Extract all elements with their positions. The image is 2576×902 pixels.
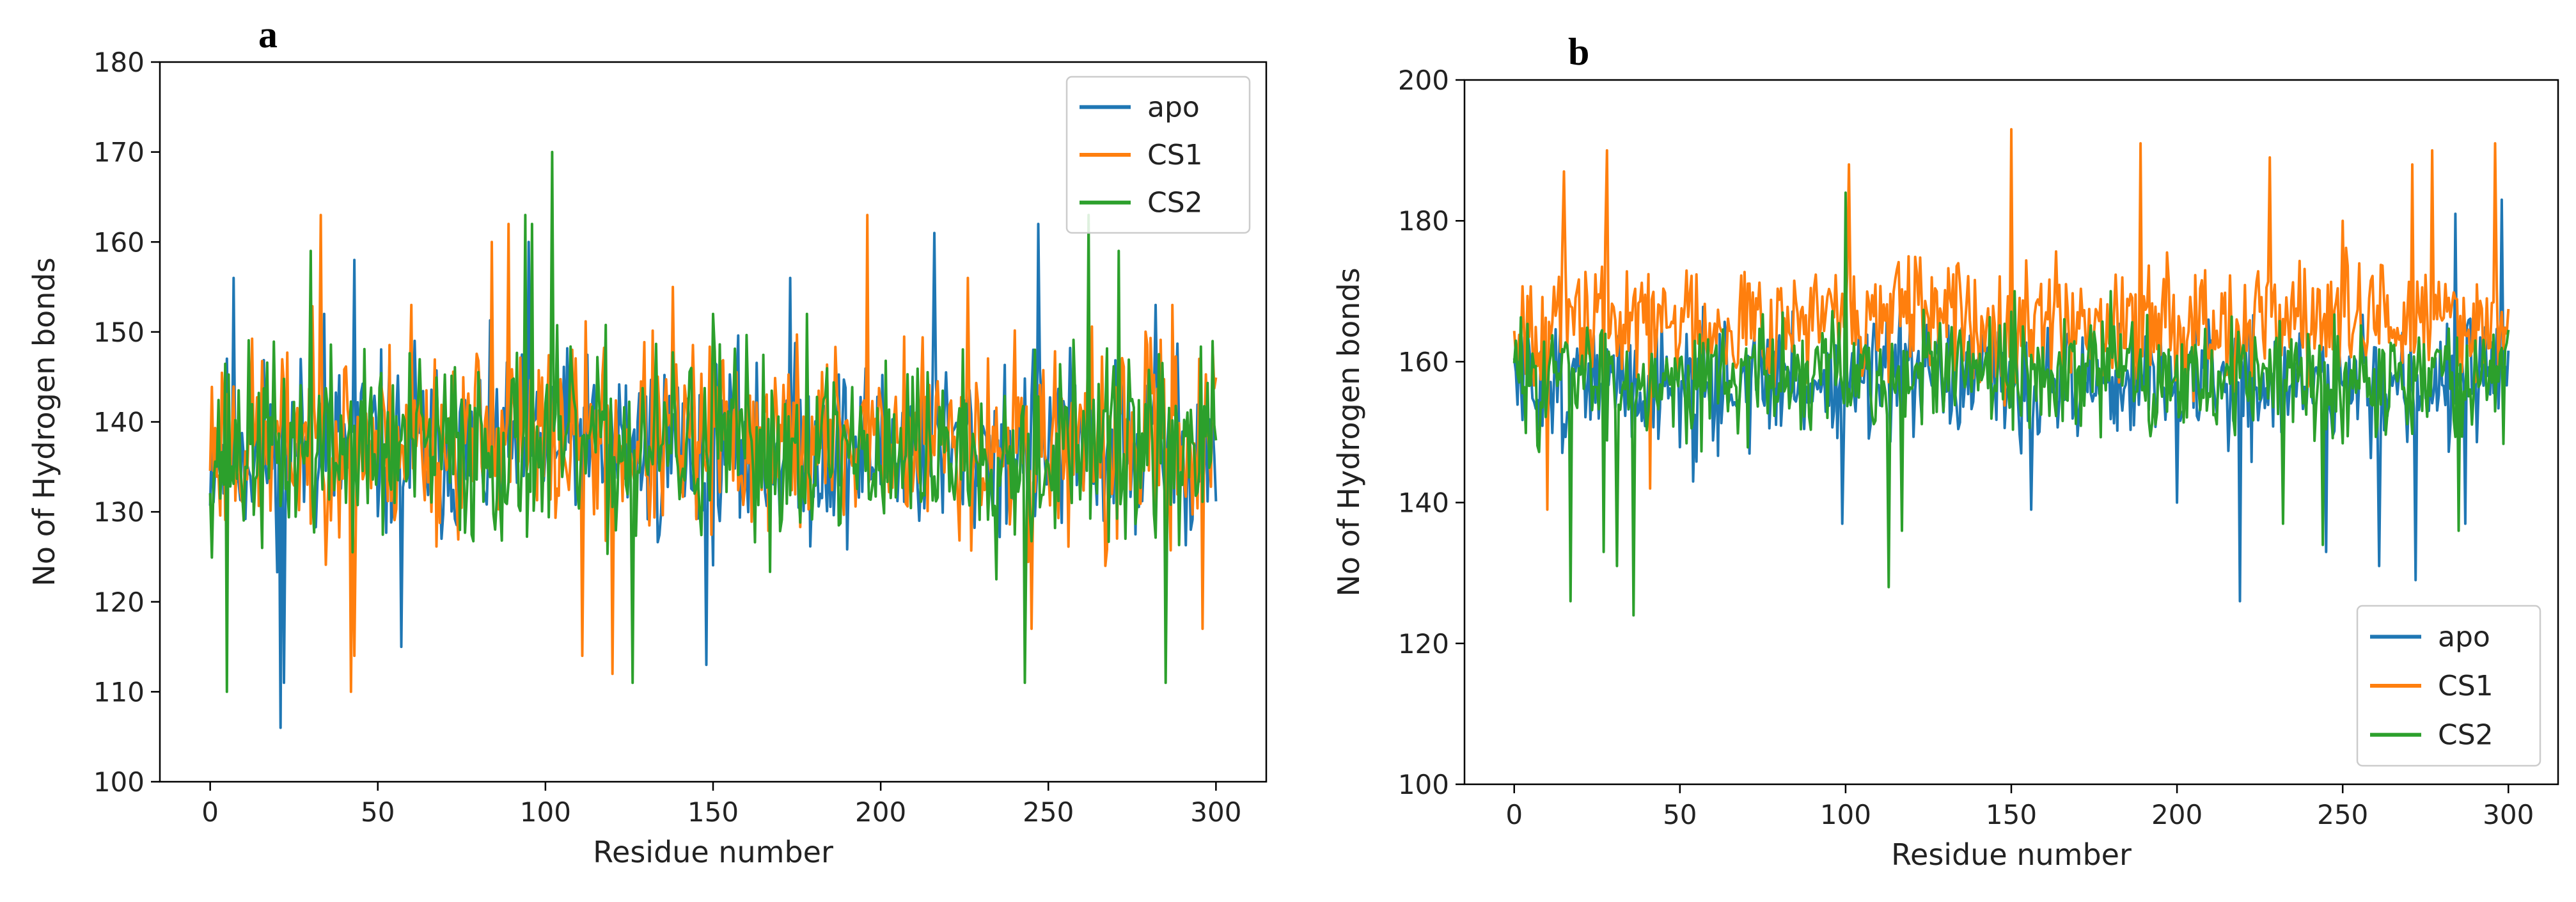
panel-letter-b: b	[1568, 31, 1589, 73]
y-tick-label: 180	[93, 47, 145, 78]
legend-label-apo: apo	[2438, 621, 2490, 653]
chart-panel-b: 0 50 100 150 200 250 300 100 120 140 160 180 200 Resi…	[1331, 65, 2559, 872]
x-tick-label: 0	[1505, 799, 1523, 830]
legend-box	[2356, 605, 2541, 767]
y-tick-label: 120	[1398, 628, 1449, 660]
legend-label-apo: apo	[1147, 91, 1200, 123]
x-axis-label: Residue number	[593, 835, 833, 869]
y-tick-label: 160	[1398, 346, 1449, 377]
y-axis-label: No of Hydrogen bonds	[1331, 267, 1366, 596]
y-tick-label: 130	[93, 496, 145, 528]
legend-label-cs2: CS2	[1147, 187, 1203, 219]
x-tick-label: 100	[1820, 799, 1871, 830]
series-line-apo	[208, 223, 1218, 729]
x-tick-label: 250	[1023, 796, 1074, 828]
y-tick-label: 100	[1398, 769, 1449, 800]
x-axis-label: Residue number	[1891, 837, 2132, 872]
x-tick-label: 0	[201, 796, 219, 828]
x-tick-label: 150	[1986, 799, 2037, 830]
x-tick-label: 200	[855, 796, 906, 828]
legend: apo CS1 CS2	[1065, 75, 1251, 234]
y-axis-label: No of Hydrogen bonds	[27, 257, 61, 586]
series-lines	[1512, 128, 2510, 617]
series-line-cs2	[1512, 191, 2510, 617]
y-tick-label: 140	[93, 407, 145, 438]
y-tick-label: 120	[93, 587, 145, 618]
y-tick-label: 150	[93, 317, 145, 348]
x-tick-label: 300	[1190, 796, 1241, 828]
x-tick-label: 200	[2151, 799, 2203, 830]
legend-label-cs1: CS1	[1147, 139, 1203, 171]
series-line-cs1	[1512, 128, 2510, 511]
x-tick-label: 300	[2483, 799, 2534, 830]
y-tick-label: 140	[1398, 487, 1449, 519]
legend: apo CS1 CS2	[2356, 605, 2541, 767]
legend-label-cs2: CS2	[2438, 719, 2494, 752]
x-tick-label: 50	[361, 796, 395, 828]
y-tick-label: 170	[93, 137, 145, 168]
legend-label-cs1: CS1	[2438, 670, 2494, 702]
x-tick-label: 50	[1663, 799, 1697, 830]
y-tick-label: 110	[93, 676, 145, 708]
chart-panel-a: 0 50 100 150 200 250 300 100 110 120 130 140 150 160 1…	[27, 47, 1268, 869]
x-tick-label: 150	[687, 796, 739, 828]
x-tick-label: 100	[520, 796, 571, 828]
y-tick-label: 160	[93, 226, 145, 258]
series-lines	[208, 150, 1218, 729]
y-tick-label: 100	[93, 766, 145, 798]
y-tick-label: 180	[1398, 205, 1449, 237]
y-tick-label: 200	[1398, 65, 1449, 96]
series-line-cs2	[208, 150, 1218, 693]
panel-letter-a: a	[258, 13, 278, 56]
x-tick-label: 250	[2317, 799, 2368, 830]
series-line-apo	[1512, 198, 2510, 603]
legend-box	[1065, 75, 1251, 234]
